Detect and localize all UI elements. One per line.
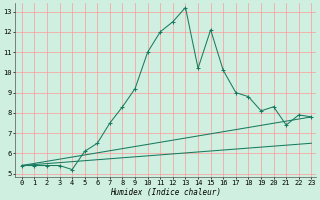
X-axis label: Humidex (Indice chaleur): Humidex (Indice chaleur)	[110, 188, 221, 197]
